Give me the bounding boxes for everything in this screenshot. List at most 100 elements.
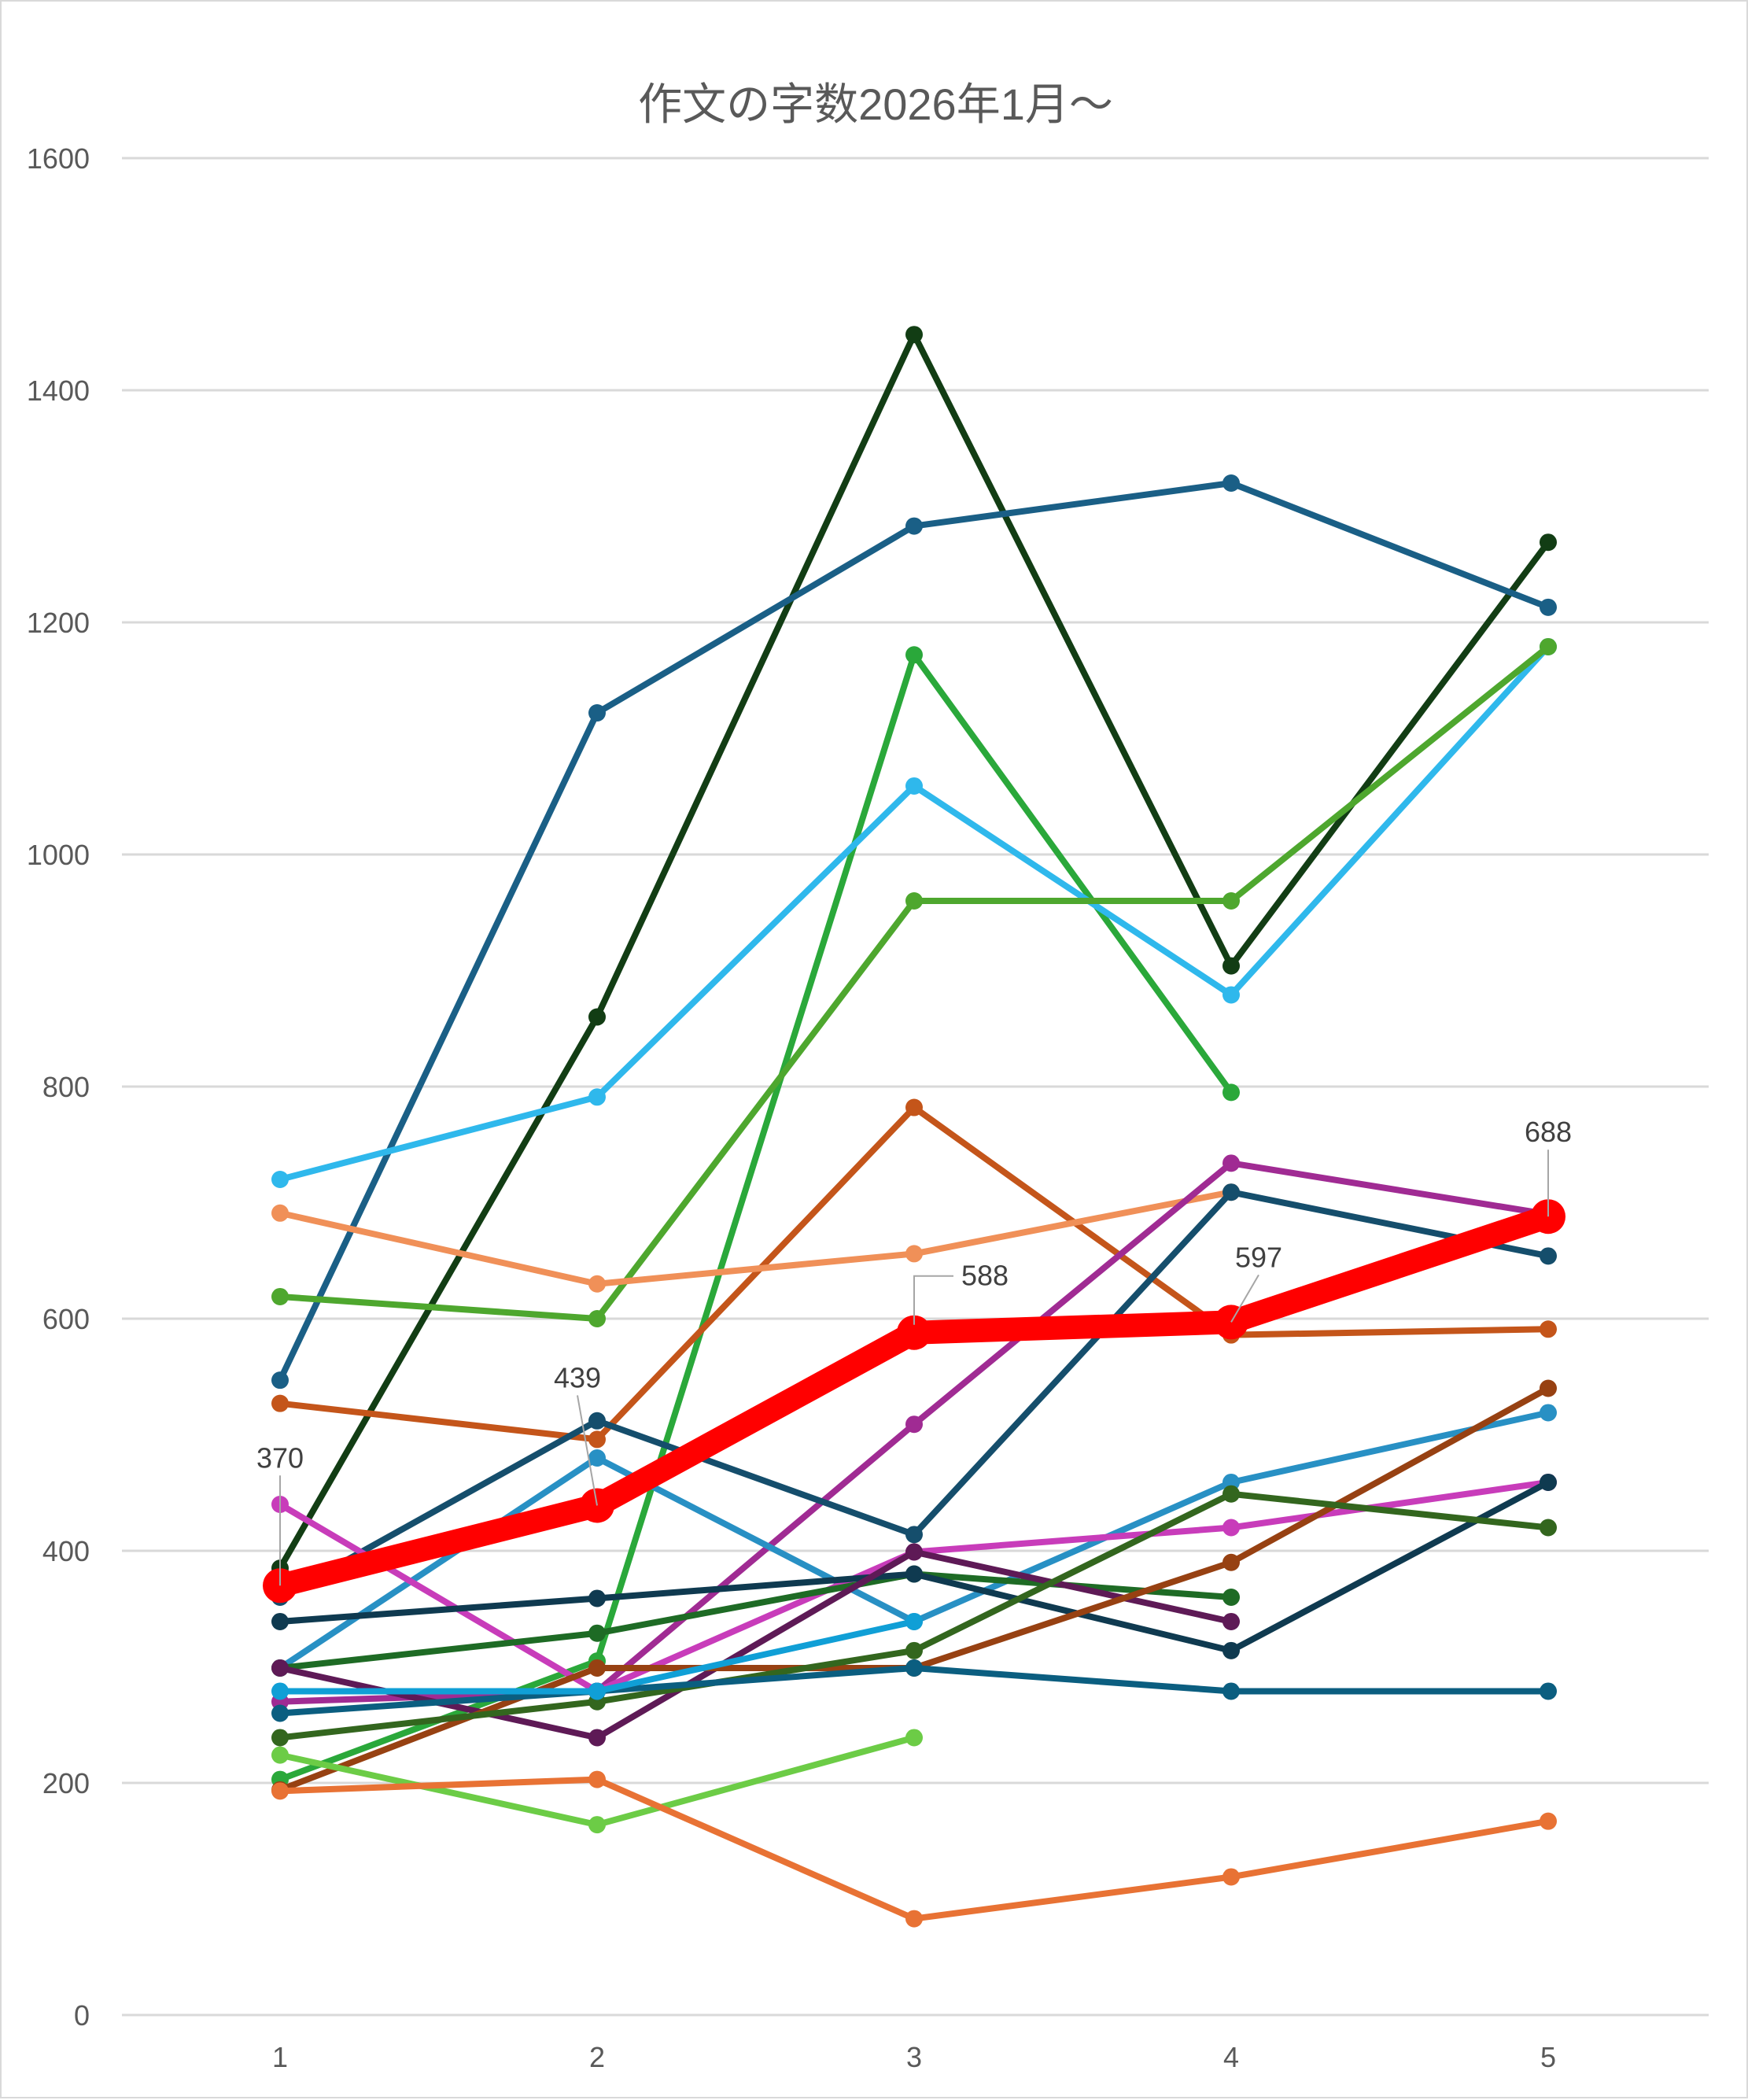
chart-title: 作文の字数2026年1月～	[638, 79, 1113, 129]
y-tick-label: 1200	[27, 607, 90, 639]
data-point	[588, 1088, 606, 1106]
data-point	[905, 1098, 923, 1116]
data-point	[588, 1682, 606, 1700]
data-point	[905, 1565, 923, 1583]
series-line	[277, 1189, 1234, 1287]
series-line	[277, 1776, 1551, 1922]
y-tick-label: 800	[42, 1071, 90, 1103]
data-point	[1222, 1154, 1240, 1172]
data-point	[271, 1171, 289, 1188]
series-1	[271, 326, 1557, 1578]
data-point	[271, 1371, 289, 1390]
data-point	[1540, 1247, 1557, 1265]
data-label: 370	[256, 1441, 304, 1474]
data-point	[1222, 1589, 1240, 1606]
data-point	[905, 1245, 923, 1263]
y-tick-label: 1600	[27, 142, 90, 175]
data-point	[905, 1526, 923, 1544]
data-point	[1222, 892, 1240, 910]
series-2	[271, 474, 1557, 1390]
data-point	[588, 1412, 606, 1430]
data-point	[588, 1449, 606, 1467]
data-point	[1222, 1183, 1240, 1201]
data-point	[1540, 598, 1557, 616]
series-line	[277, 1548, 1234, 1741]
data-point	[1540, 1519, 1557, 1537]
data-point	[897, 1315, 931, 1350]
data-point	[1540, 1320, 1557, 1338]
x-tick-label: 1	[272, 2041, 288, 2073]
data-point	[271, 1204, 289, 1222]
series-5	[271, 637, 1557, 1327]
data-point	[905, 1729, 923, 1747]
data-label: 439	[554, 1361, 601, 1393]
x-tick-label: 2	[589, 2041, 605, 2073]
data-point	[1222, 1641, 1240, 1659]
x-tick-label: 5	[1540, 2041, 1556, 2073]
data-point	[271, 1287, 289, 1305]
x-tick-label: 4	[1223, 2041, 1239, 2073]
data-point	[1222, 1553, 1240, 1571]
data-point	[905, 1612, 923, 1630]
data-point	[905, 326, 923, 344]
leader-line	[913, 1275, 953, 1325]
data-point	[1540, 1404, 1557, 1422]
data-point	[588, 1659, 606, 1677]
y-tick-label: 1000	[27, 839, 90, 871]
series-9	[271, 1183, 1557, 1606]
y-tick-label: 400	[42, 1535, 90, 1567]
series-20	[271, 1770, 1557, 1928]
leader-line	[577, 1395, 598, 1506]
data-point	[1222, 1868, 1240, 1886]
y-tick-label: 200	[42, 1767, 90, 1799]
data-point	[271, 1746, 289, 1764]
data-point	[1540, 533, 1557, 552]
data-point	[588, 1729, 606, 1747]
data-point	[588, 1430, 606, 1449]
data-point	[905, 892, 923, 910]
x-tick-label: 3	[906, 2041, 922, 2073]
data-point	[1222, 474, 1240, 492]
y-tick-label: 1400	[27, 375, 90, 407]
data-point	[1222, 1083, 1240, 1102]
y-tick-label: 600	[42, 1303, 90, 1335]
data-point	[905, 646, 923, 664]
data-label: 588	[961, 1260, 1009, 1292]
data-point	[271, 1704, 289, 1722]
data-point	[1222, 986, 1240, 1004]
data-point	[588, 1624, 606, 1642]
data-point	[588, 1589, 606, 1607]
data-point	[1540, 637, 1557, 655]
data-point	[271, 1394, 289, 1412]
y-axis-ticks: 0 200 400 600 800 1000 1200 1400 1600	[27, 142, 90, 2032]
data-point	[588, 1816, 606, 1834]
data-label: 597	[1235, 1241, 1282, 1273]
data-point	[905, 777, 923, 795]
data-point	[271, 1729, 289, 1747]
data-point	[588, 704, 606, 722]
series-18	[271, 1612, 923, 1700]
data-point	[905, 1415, 923, 1434]
data-point	[271, 1659, 289, 1677]
data-point	[1222, 1485, 1240, 1503]
data-point	[271, 1682, 289, 1700]
data-point	[1540, 1473, 1557, 1491]
data-point	[1222, 1612, 1240, 1630]
data-point	[271, 1612, 289, 1630]
data-point	[905, 1543, 923, 1561]
leader-line	[1230, 1274, 1259, 1323]
data-point	[588, 1310, 606, 1327]
data-point	[1222, 957, 1240, 975]
series-19	[271, 1729, 923, 1834]
data-point	[1222, 1519, 1240, 1537]
data-labels: 370 439 588 597 688	[256, 1116, 1572, 1586]
data-point	[1540, 1682, 1557, 1700]
data-point	[271, 1782, 289, 1800]
data-point	[1540, 1812, 1557, 1830]
data-point	[588, 1770, 606, 1788]
data-point	[905, 1659, 923, 1677]
data-point	[1540, 1379, 1557, 1397]
data-point	[905, 517, 923, 535]
